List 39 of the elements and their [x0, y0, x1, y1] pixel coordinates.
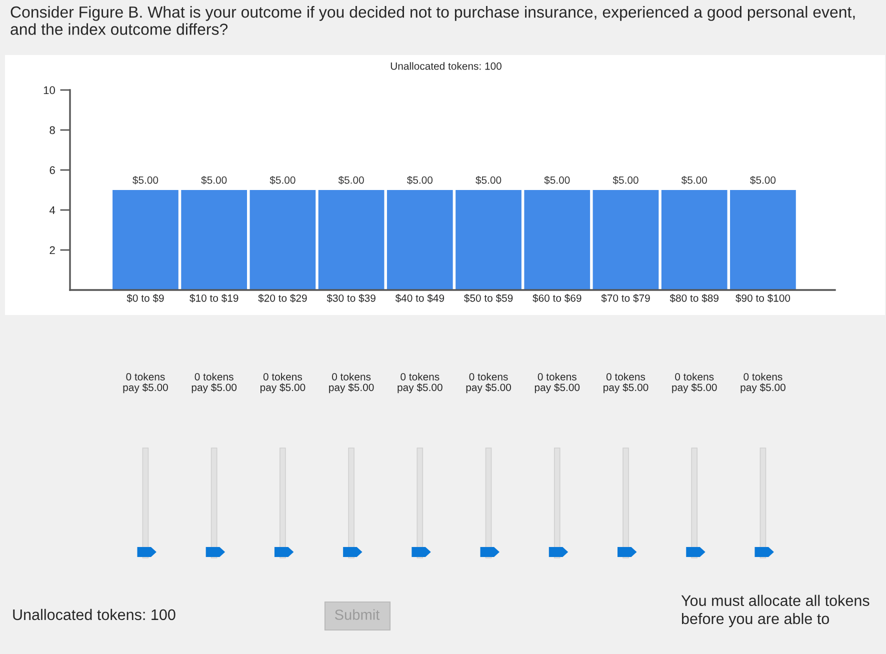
x-tick-label: $90 to $100 — [736, 294, 790, 302]
text: 0 tokens pay $5.00 — [329, 372, 374, 394]
text: 0 tokens pay $5.00 — [260, 372, 306, 394]
chart-title: Consider Figure B. What is your outcome if you decided not to purchase insurance, experienced a good personal event, and the index outcome differs? — [10, 6, 855, 35]
x-tick-label: $20 to $29 — [258, 294, 307, 302]
text: 0 tokens pay $5.00 — [534, 372, 580, 394]
text: 0 tokens pay $5.00 — [466, 372, 511, 394]
data-label: $5.00 — [544, 176, 570, 184]
x-tick-label: $30 to $39 — [326, 294, 376, 302]
text: Unallocated tokens: 100 — [13, 608, 176, 620]
text: 0 tokens pay $5.00 — [398, 372, 442, 394]
x-tick-label: $50 to $59 — [464, 294, 513, 302]
x-tick-label: $80 to $89 — [670, 294, 718, 302]
y-tick-label: 6 — [50, 166, 55, 174]
data-label: $5.00 — [681, 176, 707, 184]
y-tick-label: 4 — [49, 206, 56, 214]
data-label: $5.00 — [476, 176, 502, 184]
y-tick-label: 10 — [44, 86, 55, 94]
text: 0 tokens pay $5.00 — [604, 372, 648, 394]
x-tick-label: $10 to $19 — [190, 294, 238, 302]
data-label: $5.00 — [750, 176, 776, 184]
x-tick-label: $70 to $79 — [601, 294, 650, 302]
text: 0 tokens pay $5.00 — [740, 372, 786, 394]
data-label: $5.00 — [612, 176, 638, 184]
x-tick-label: $0 to $9 — [126, 294, 164, 302]
data-label: $5.00 — [338, 176, 364, 184]
x-tick-label: $40 to $49 — [395, 294, 444, 302]
data-label: $5.00 — [132, 176, 158, 184]
data-label: $5.00 — [270, 176, 296, 184]
y-tick-label: 2 — [50, 246, 55, 254]
y-tick-label: 8 — [50, 126, 55, 134]
text: You must allocate all tokens before you are able to — [681, 594, 870, 628]
data-label: $5.00 — [201, 176, 227, 184]
text: 0 tokens pay $5.00 — [672, 372, 717, 394]
x-tick-label: $60 to $69 — [532, 294, 582, 302]
data-label: $5.00 — [406, 176, 433, 184]
text: 0 tokens pay $5.00 — [192, 372, 237, 394]
chart-subtitle: Unallocated tokens: 100 — [390, 62, 502, 70]
text: 0 tokens pay $5.00 — [123, 372, 168, 394]
